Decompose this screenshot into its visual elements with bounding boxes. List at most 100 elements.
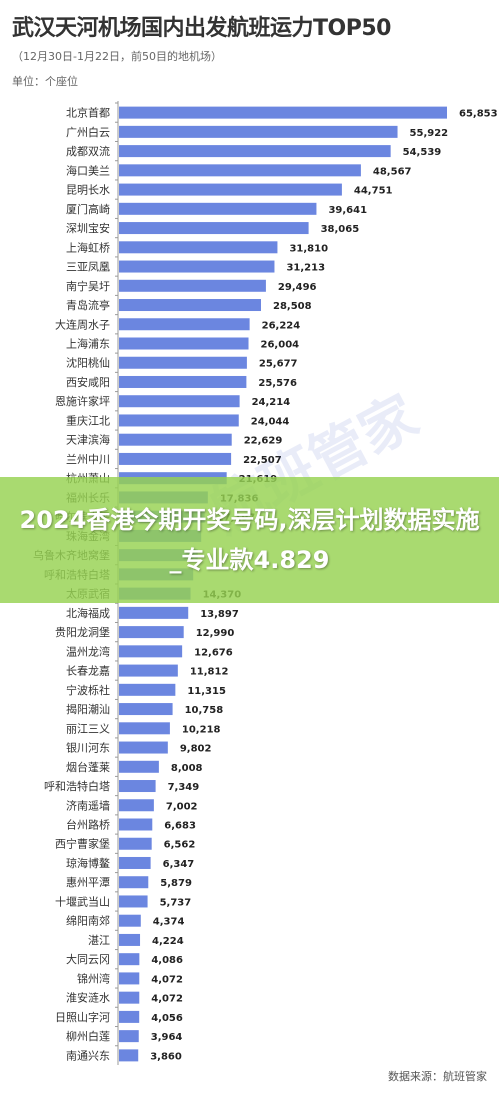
category-label: 上海虹桥	[66, 240, 110, 254]
bar	[119, 799, 154, 812]
value-label: 26,224	[262, 320, 301, 331]
value-label: 22,507	[243, 455, 282, 466]
category-label: 西宁曹家堡	[55, 837, 110, 851]
bar	[119, 626, 184, 639]
category-label: 日照山字河	[55, 1010, 110, 1024]
bar	[119, 606, 189, 619]
bar	[119, 914, 141, 927]
bar	[119, 279, 266, 292]
value-label: 8,008	[171, 763, 203, 774]
category-label: 大连周水子	[55, 317, 110, 331]
chart-subtitle: （12月30日-1月22日，前50目的地机场）	[12, 50, 222, 63]
category-label: 绵阳南郊	[66, 914, 110, 928]
overlay-banner[interactable]: 2024香港今期开奖号码,深层计划数据实施_专业款4.829	[0, 477, 499, 603]
bar	[119, 876, 149, 889]
bar	[119, 395, 240, 408]
bar	[119, 683, 176, 696]
value-label: 6,562	[164, 840, 196, 851]
bar	[119, 183, 342, 196]
value-label: 24,044	[251, 416, 290, 427]
bar	[119, 433, 232, 446]
bar	[119, 856, 151, 869]
bar	[119, 837, 152, 850]
category-label: 沈阳桃仙	[66, 356, 110, 370]
category-label: 台州路桥	[66, 818, 110, 832]
category-label: 揭阳潮汕	[66, 702, 110, 716]
data-source: 数据来源：航班管家	[388, 1070, 487, 1083]
category-label: 贵阳龙洞堡	[55, 625, 110, 639]
category-label: 成都双流	[66, 144, 110, 158]
category-label: 南宁吴圩	[66, 279, 110, 293]
banner-text[interactable]: 2024香港今期开奖号码,深层计划数据实施_专业款4.829	[19, 506, 480, 574]
bar	[119, 1049, 139, 1062]
value-label: 44,751	[354, 186, 393, 197]
bar	[119, 106, 447, 119]
category-label: 呼和浩特白塔	[44, 779, 110, 793]
value-label: 13,897	[200, 609, 239, 620]
bar	[119, 780, 156, 793]
category-label: 三亚凤凰	[66, 261, 110, 274]
value-label: 3,964	[151, 1032, 183, 1043]
category-label: 大同云冈	[66, 952, 110, 966]
value-label: 26,004	[261, 340, 300, 351]
bar	[119, 953, 140, 966]
value-label: 4,072	[151, 974, 183, 985]
value-label: 31,810	[289, 243, 328, 254]
category-label: 上海浦东	[66, 337, 110, 351]
bar	[119, 452, 232, 465]
category-label: 丽江三义	[66, 722, 110, 735]
bar	[119, 703, 173, 716]
category-label: 厦门高崎	[66, 202, 110, 216]
value-label: 25,677	[259, 359, 298, 370]
bar	[119, 202, 317, 215]
category-label: 北海福成	[66, 606, 110, 620]
category-label: 淮安涟水	[66, 991, 110, 1005]
value-label: 54,539	[403, 147, 442, 158]
category-label: 兰州中川	[66, 453, 110, 466]
value-label: 6,347	[163, 859, 195, 870]
bar	[119, 356, 247, 369]
value-label: 7,002	[166, 801, 198, 812]
bar	[119, 818, 153, 831]
category-label: 广州白云	[66, 125, 110, 139]
bar	[119, 722, 170, 735]
value-label: 12,990	[196, 628, 235, 639]
bar	[119, 318, 250, 331]
category-label: 银川河东	[66, 741, 110, 755]
category-label: 烟台蓬莱	[66, 760, 110, 774]
category-label: 恩施许家坪	[55, 394, 110, 408]
category-label: 十堰武当山	[55, 894, 110, 908]
category-label: 长春龙嘉	[66, 664, 110, 678]
value-label: 29,496	[278, 282, 317, 293]
value-label: 11,812	[190, 667, 229, 678]
value-label: 24,214	[252, 397, 291, 408]
bar	[119, 664, 178, 677]
category-label: 宁波栎社	[66, 683, 110, 697]
bar	[119, 145, 391, 158]
category-label: 济南遥墙	[66, 798, 110, 812]
value-label: 48,567	[373, 166, 412, 177]
bar	[119, 895, 148, 908]
category-label: 昆明长水	[66, 184, 110, 197]
category-label: 重庆江北	[66, 413, 110, 427]
category-label: 柳州白莲	[66, 1029, 110, 1043]
category-label: 琼海博鳌	[66, 856, 110, 870]
bar	[119, 260, 275, 273]
bar	[119, 1030, 139, 1043]
bar	[119, 991, 140, 1004]
category-label: 温州龙湾	[66, 644, 110, 658]
value-label: 38,065	[321, 224, 360, 235]
bar	[119, 375, 247, 388]
value-label: 9,802	[180, 744, 212, 755]
bar	[119, 933, 141, 946]
value-label: 5,879	[160, 878, 192, 889]
category-label: 海口美兰	[66, 163, 110, 177]
value-label: 4,056	[151, 1013, 183, 1024]
bar	[119, 125, 398, 138]
category-label: 深圳宝安	[66, 221, 110, 235]
category-label: 湛江	[88, 934, 110, 947]
value-label: 28,508	[273, 301, 312, 312]
value-label: 10,758	[185, 705, 224, 716]
value-label: 25,576	[258, 378, 297, 389]
bar	[119, 414, 239, 427]
